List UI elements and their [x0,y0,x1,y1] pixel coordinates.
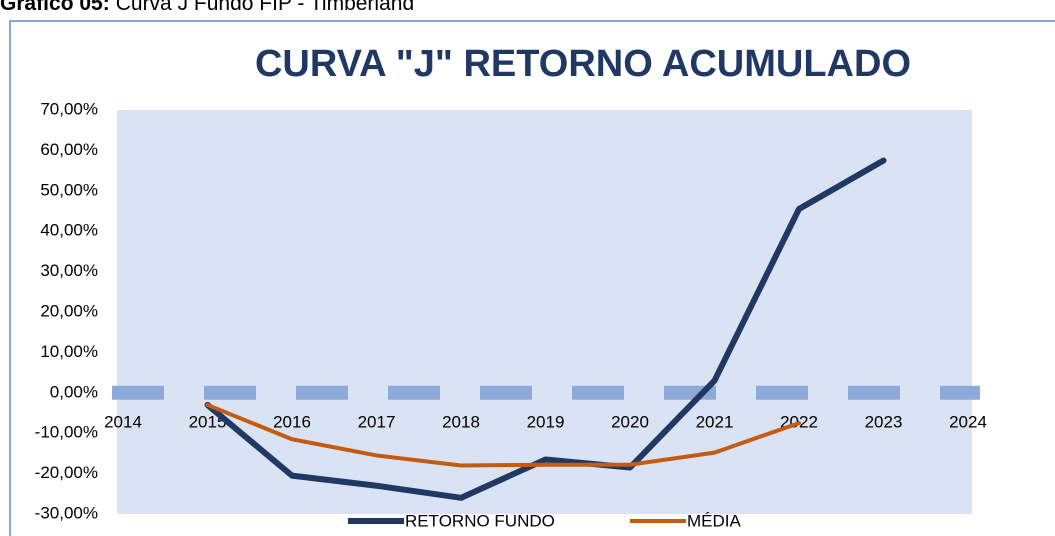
y-tick-label: 50,00% [40,180,98,199]
x-tick-label: 2016 [273,412,311,431]
caption: Gráfico 05: Curva J Fundo FIP - Timberlan… [0,0,414,15]
y-tick-label: -30,00% [35,503,98,522]
y-tick-label: 60,00% [40,140,98,159]
chart-title: CURVA "J" RETORNO ACUMULADO [255,43,911,85]
caption-text: Curva J Fundo FIP - Timberland [116,0,414,15]
x-tick-label: 2017 [358,412,396,431]
x-tick-label: 2019 [527,412,565,431]
x-tick-label: 2024 [949,412,987,431]
x-tick-label: 2018 [442,412,480,431]
series-line [205,402,801,468]
plot-area [117,110,972,514]
frame [9,20,1055,536]
x-tick-label: 2015 [189,412,227,431]
x-tick-label: 2020 [611,412,649,431]
x-tick-label: 2023 [865,412,903,431]
legend-label: MÉDIA [687,511,742,530]
y-tick-label: 30,00% [40,261,98,280]
caption-label: Gráfico 05: [0,0,110,15]
x-tick-label: 2021 [696,412,734,431]
legend-label: RETORNO FUNDO [405,511,555,530]
y-tick-label: 70,00% [40,99,98,118]
y-tick-label: 0,00% [50,382,98,401]
y-tick-label: 40,00% [40,221,98,240]
x-tick-label: 2014 [104,412,142,431]
series-line [204,157,887,501]
y-tick-label: -20,00% [35,463,98,482]
y-tick-label: 20,00% [40,301,98,320]
y-tick-label: -10,00% [35,423,98,442]
y-tick-label: 10,00% [40,342,98,361]
